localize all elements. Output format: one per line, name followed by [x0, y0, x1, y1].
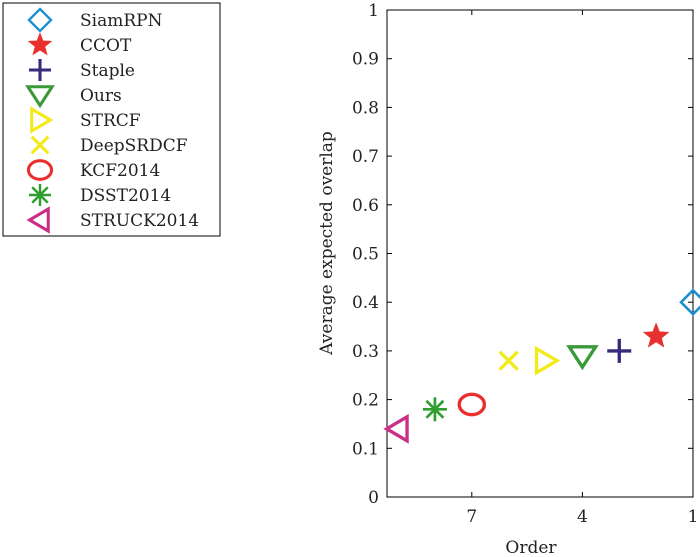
legend-label-ccot: CCOT — [80, 36, 132, 56]
y-tick-label: 0 — [368, 488, 379, 508]
marker-shape — [498, 350, 519, 371]
x-tick-label: 7 — [466, 507, 477, 527]
marker-ccot — [642, 322, 670, 348]
marker-shape — [425, 399, 445, 419]
marker-shape — [679, 288, 700, 316]
y-tick-label: 0.9 — [352, 50, 379, 70]
marker-shape — [27, 32, 53, 56]
y-tick-label: 1 — [368, 1, 379, 21]
marker-struck2014 — [383, 413, 409, 444]
marker-kcf2014 — [457, 392, 487, 417]
y-tick-label: 0.2 — [352, 391, 379, 411]
marker-deepsrdcf — [498, 350, 519, 371]
legend-icon-ccot — [27, 32, 53, 56]
legend-icon-kcf2014 — [26, 159, 54, 181]
legend-label-siamrpn: SiamRPN — [80, 11, 163, 31]
marker-siamrpn — [679, 288, 700, 316]
legend-icon-dsst2014 — [29, 184, 51, 206]
legend-label-kcf2014: KCF2014 — [80, 161, 160, 181]
marker-shape — [566, 345, 599, 371]
y-axis-label: Average expected overlap — [317, 131, 337, 356]
legend-label-ours: Ours — [80, 86, 122, 106]
legend-label-strcf: STRCF — [80, 111, 141, 131]
x-tick-label: 1 — [688, 507, 699, 527]
marker-shape — [27, 7, 53, 33]
marker-strcf — [534, 345, 561, 376]
legend-icon-struck2014 — [26, 206, 50, 234]
marker-shape — [457, 392, 487, 417]
y-tick-label: 0.3 — [352, 342, 379, 362]
marker-shape — [31, 186, 49, 204]
y-tick-label: 0.6 — [352, 196, 379, 216]
y-tick-label: 0.8 — [352, 98, 379, 118]
marker-shape — [25, 85, 55, 109]
legend-icon-strcf — [30, 106, 54, 134]
legend-icon-siamrpn — [27, 7, 53, 33]
legend-label-deepsrdcf: DeepSRDCF — [80, 136, 188, 156]
marker-shape — [30, 106, 54, 134]
legend-label-struck2014: STRUCK2014 — [80, 211, 199, 231]
legend-icon-staple — [29, 59, 51, 81]
legend-icon-ours — [25, 85, 55, 109]
marker-shape — [383, 413, 409, 444]
y-tick-label: 0.1 — [352, 439, 379, 459]
marker-dsst2014 — [422, 397, 447, 422]
legend-label-staple: Staple — [80, 61, 135, 81]
marker-shape — [534, 345, 561, 376]
plot-frame — [386, 9, 694, 498]
x-axis-label: Order — [505, 538, 557, 557]
y-tick-label: 0.4 — [352, 293, 379, 313]
marker-staple — [607, 338, 632, 363]
y-tick-label: 0.5 — [352, 245, 379, 265]
marker-shape — [642, 322, 670, 348]
marker-ours — [566, 345, 599, 371]
marker-shape — [26, 206, 50, 234]
y-tick-label: 0.7 — [352, 147, 379, 167]
marker-shape — [30, 135, 50, 155]
plot-markers — [383, 288, 700, 444]
x-tick-label: 4 — [577, 507, 588, 527]
legend-label-dsst2014: DSST2014 — [80, 186, 171, 206]
legend-icon-deepsrdcf — [30, 135, 50, 155]
axes: 0 0.1 0.2 0.3 0.4 0.5 0.6 0.7 0.8 0.9 1 7 4 1 — [352, 1, 698, 527]
legend: SiamRPN CCOT Staple Ours STRCF DeepSRDCF KCF20… — [2, 2, 221, 237]
marker-shape — [26, 159, 54, 181]
